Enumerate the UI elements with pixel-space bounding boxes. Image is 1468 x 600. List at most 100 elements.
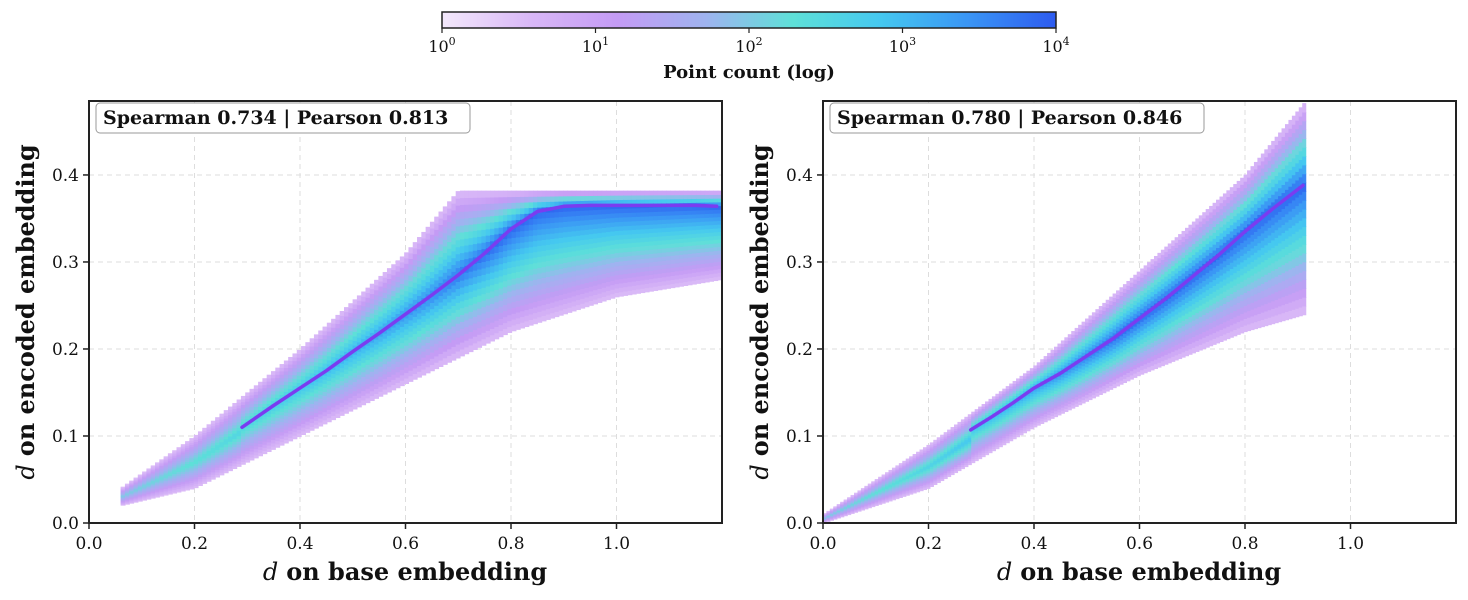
right-panel-hexbin-cell bbox=[1019, 424, 1024, 428]
left-panel-hexbin-cell bbox=[666, 206, 672, 212]
left-panel-hexbin-cell bbox=[180, 444, 186, 447]
left-panel-hexbin-cell bbox=[533, 223, 538, 231]
left-panel-hexbin-cell bbox=[176, 463, 182, 467]
left-panel-hexbin-cell bbox=[292, 378, 298, 383]
left-panel-hexbin-cell bbox=[305, 424, 311, 430]
right-panel-hexbin-cell bbox=[1016, 429, 1021, 433]
left-panel-hexbin-cell bbox=[709, 198, 715, 203]
left-panel-hexbin-cell bbox=[288, 367, 294, 372]
left-panel-hexbin-cell bbox=[481, 190, 487, 198]
right-panel-hexbin-cell bbox=[1043, 413, 1048, 417]
right-panel-hexbin-cell bbox=[981, 454, 986, 458]
right-panel-hexbin-cell bbox=[926, 455, 931, 459]
left-panel-hexbin-cell bbox=[494, 264, 500, 272]
left-panel-hexbin-cell bbox=[541, 255, 547, 262]
left-panel-hexbin-cell bbox=[447, 208, 452, 216]
right-panel-hexbin-cell bbox=[933, 469, 938, 473]
left-panel-hexbin-cell bbox=[434, 330, 440, 338]
left-panel-hexbin-cell bbox=[618, 247, 624, 253]
left-panel-hexbin-cell bbox=[704, 255, 710, 260]
right-panel-hexbin-cell bbox=[1019, 383, 1024, 387]
left-panel-hexbin-cell bbox=[417, 318, 422, 326]
left-panel-hexbin-cell bbox=[322, 367, 328, 372]
right-panel-hexbin-cell bbox=[933, 480, 938, 484]
left-panel-hexbin-cell bbox=[202, 474, 208, 477]
left-panel-hexbin-cell bbox=[429, 265, 435, 272]
left-panel-hexbin-cell bbox=[270, 426, 276, 431]
left-panel-hexbin-cell bbox=[442, 232, 448, 240]
right-panel-hexbin-cell bbox=[867, 494, 872, 497]
left-panel-hexbin-cell bbox=[326, 392, 332, 398]
left-panel-hexbin-cell bbox=[533, 196, 538, 203]
right-panel-hexbin-cell bbox=[885, 484, 890, 487]
right-panel-hexbin-cell bbox=[1040, 393, 1045, 398]
left-panel-hexbin-cell bbox=[245, 444, 251, 449]
left-panel-hexbin-cell bbox=[627, 238, 633, 244]
left-panel-hexbin-cell bbox=[180, 483, 186, 486]
right-panel-hexbin-cell bbox=[1033, 401, 1038, 405]
right-panel-hexbin-cell bbox=[974, 439, 979, 442]
left-panel-hexbin-cell bbox=[657, 207, 663, 212]
left-panel-hexbin-cell bbox=[717, 227, 722, 233]
left-panel-hexbin-cell bbox=[378, 381, 384, 387]
right-panel-hexbin-cell bbox=[981, 404, 986, 407]
left-panel-hexbin-cell bbox=[524, 218, 530, 226]
right-panel-hexbin-cell bbox=[981, 430, 986, 434]
left-panel-hexbin-cell bbox=[498, 269, 504, 277]
right-panel-hexbin-cell bbox=[843, 509, 848, 511]
left-panel-hexbin-cell bbox=[520, 316, 526, 323]
left-panel-hexbin-cell bbox=[369, 303, 375, 309]
right-panel-hexbin-cell bbox=[909, 462, 914, 465]
left-panel-hexbin-cell bbox=[120, 492, 126, 495]
left-panel-hexbin-cell bbox=[361, 348, 367, 354]
right-panel-hexbin-cell bbox=[1040, 369, 1045, 374]
left-panel-hexbin-cell bbox=[279, 431, 285, 436]
left-panel-hexbin-cell bbox=[451, 243, 457, 252]
right-panel-hexbin-density bbox=[823, 103, 1307, 523]
left-panel-hexbin-cell bbox=[180, 451, 186, 455]
left-panel-hexbin-cell bbox=[331, 369, 337, 374]
left-panel-hexbin-cell bbox=[142, 483, 148, 486]
left-panel-hexbin-cell bbox=[258, 418, 263, 423]
right-panel-hexbin-cell bbox=[847, 497, 852, 500]
right-panel-hexbin-cell bbox=[960, 450, 965, 453]
left-panel-hexbin-cell bbox=[309, 395, 315, 401]
left-panel-hexbin-cell bbox=[417, 353, 422, 361]
right-panel-hexbin-cell bbox=[954, 466, 959, 470]
right-panel-hexbin-cell bbox=[898, 487, 903, 490]
left-panel-hexbin-cell bbox=[348, 393, 354, 399]
left-panel-hexbin-cell bbox=[245, 459, 251, 463]
left-panel-hexbin-cell bbox=[567, 307, 573, 313]
left-panel-hexbin-cell bbox=[691, 272, 697, 277]
right-panel-hexbin-cell bbox=[922, 459, 928, 462]
left-panel-hexbin-cell bbox=[356, 388, 362, 394]
left-panel-hexbin-cell bbox=[155, 492, 160, 495]
left-panel-hexbin-cell bbox=[498, 227, 504, 234]
left-panel-hexbin-cell bbox=[210, 466, 216, 470]
left-panel-hexbin-cell bbox=[288, 412, 294, 417]
right-panel-hexbin-cell bbox=[1019, 412, 1024, 416]
left-panel-hexbin-cell bbox=[459, 341, 465, 350]
right-panel-hexbin-cell bbox=[1022, 385, 1028, 389]
right-panel-hexbin-cell bbox=[926, 470, 931, 473]
left-panel-hexbin-cell bbox=[717, 238, 722, 244]
left-panel-hexbin-cell bbox=[288, 419, 294, 424]
left-panel-hexbin-cell bbox=[653, 194, 659, 200]
right-panel-hexbin-cell bbox=[864, 487, 869, 490]
right-panel-hexbin-cell bbox=[885, 473, 890, 476]
left-panel-hexbin-cell bbox=[554, 311, 560, 318]
right-panel-hexbin-cell bbox=[943, 441, 948, 445]
left-panel-hexbin-cell bbox=[593, 280, 599, 286]
left-panel-hexbin-cell bbox=[580, 259, 586, 265]
left-panel-hexbin-cell bbox=[189, 444, 195, 448]
left-panel-hexbin-cell bbox=[391, 316, 397, 323]
left-panel-hexbin-cell bbox=[597, 255, 603, 262]
left-panel-hexbin-cell bbox=[159, 491, 165, 494]
left-panel-hexbin-cell bbox=[270, 390, 276, 395]
right-panel-hexbin-cell bbox=[929, 458, 934, 462]
left-panel-hexbin-cell bbox=[593, 275, 599, 281]
right-panel-hexbin-cell bbox=[857, 496, 862, 498]
left-panel-hexbin-cell bbox=[618, 238, 624, 244]
left-panel-hexbin-cell bbox=[691, 260, 697, 266]
right-panel-hexbin-cell bbox=[995, 446, 1000, 450]
